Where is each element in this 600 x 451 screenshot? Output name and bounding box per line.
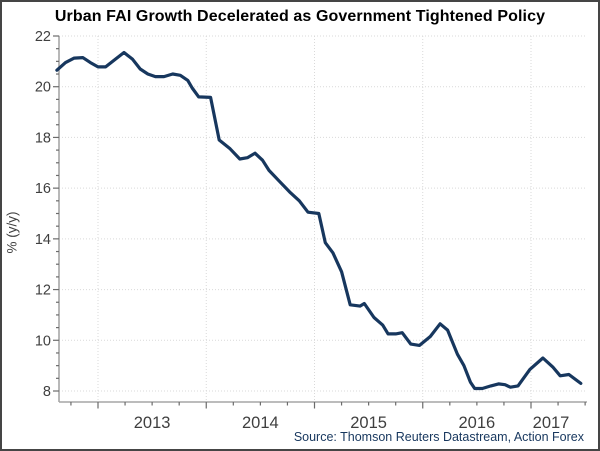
axes [58, 36, 587, 403]
chart-title: Urban FAI Growth Decelerated as Governme… [54, 8, 546, 25]
y-tick-label: 16 [35, 181, 51, 197]
gridlines [59, 35, 587, 402]
y-axis-label: % (y/y) [4, 211, 20, 254]
y-ticks [53, 35, 59, 392]
x-tick-label: 2016 [458, 414, 495, 432]
y-tick-label: 8 [43, 384, 51, 400]
y-tick-label: 14 [35, 232, 51, 248]
x-tick-label: 2015 [350, 414, 387, 432]
x-tick-label: 2013 [134, 414, 171, 432]
y-tick-label: 12 [35, 283, 51, 299]
y-tick-label: 22 [35, 29, 51, 45]
x-ticks [70, 402, 586, 409]
y-tick-labels: 8 10 12 14 16 18 20 22 [35, 29, 51, 400]
x-tick-label: 2017 [533, 414, 570, 432]
source-note: Source: Thomson Reuters Datastream, Acti… [293, 430, 584, 444]
y-tick-label: 10 [35, 333, 51, 349]
y-tick-label: 20 [35, 80, 51, 96]
y-tick-label: 18 [35, 130, 51, 146]
fai-growth-series-line [55, 50, 583, 391]
x-tick-label: 2014 [242, 414, 279, 432]
x-tick-labels: 2013 2014 2015 2016 2017 [134, 414, 570, 432]
